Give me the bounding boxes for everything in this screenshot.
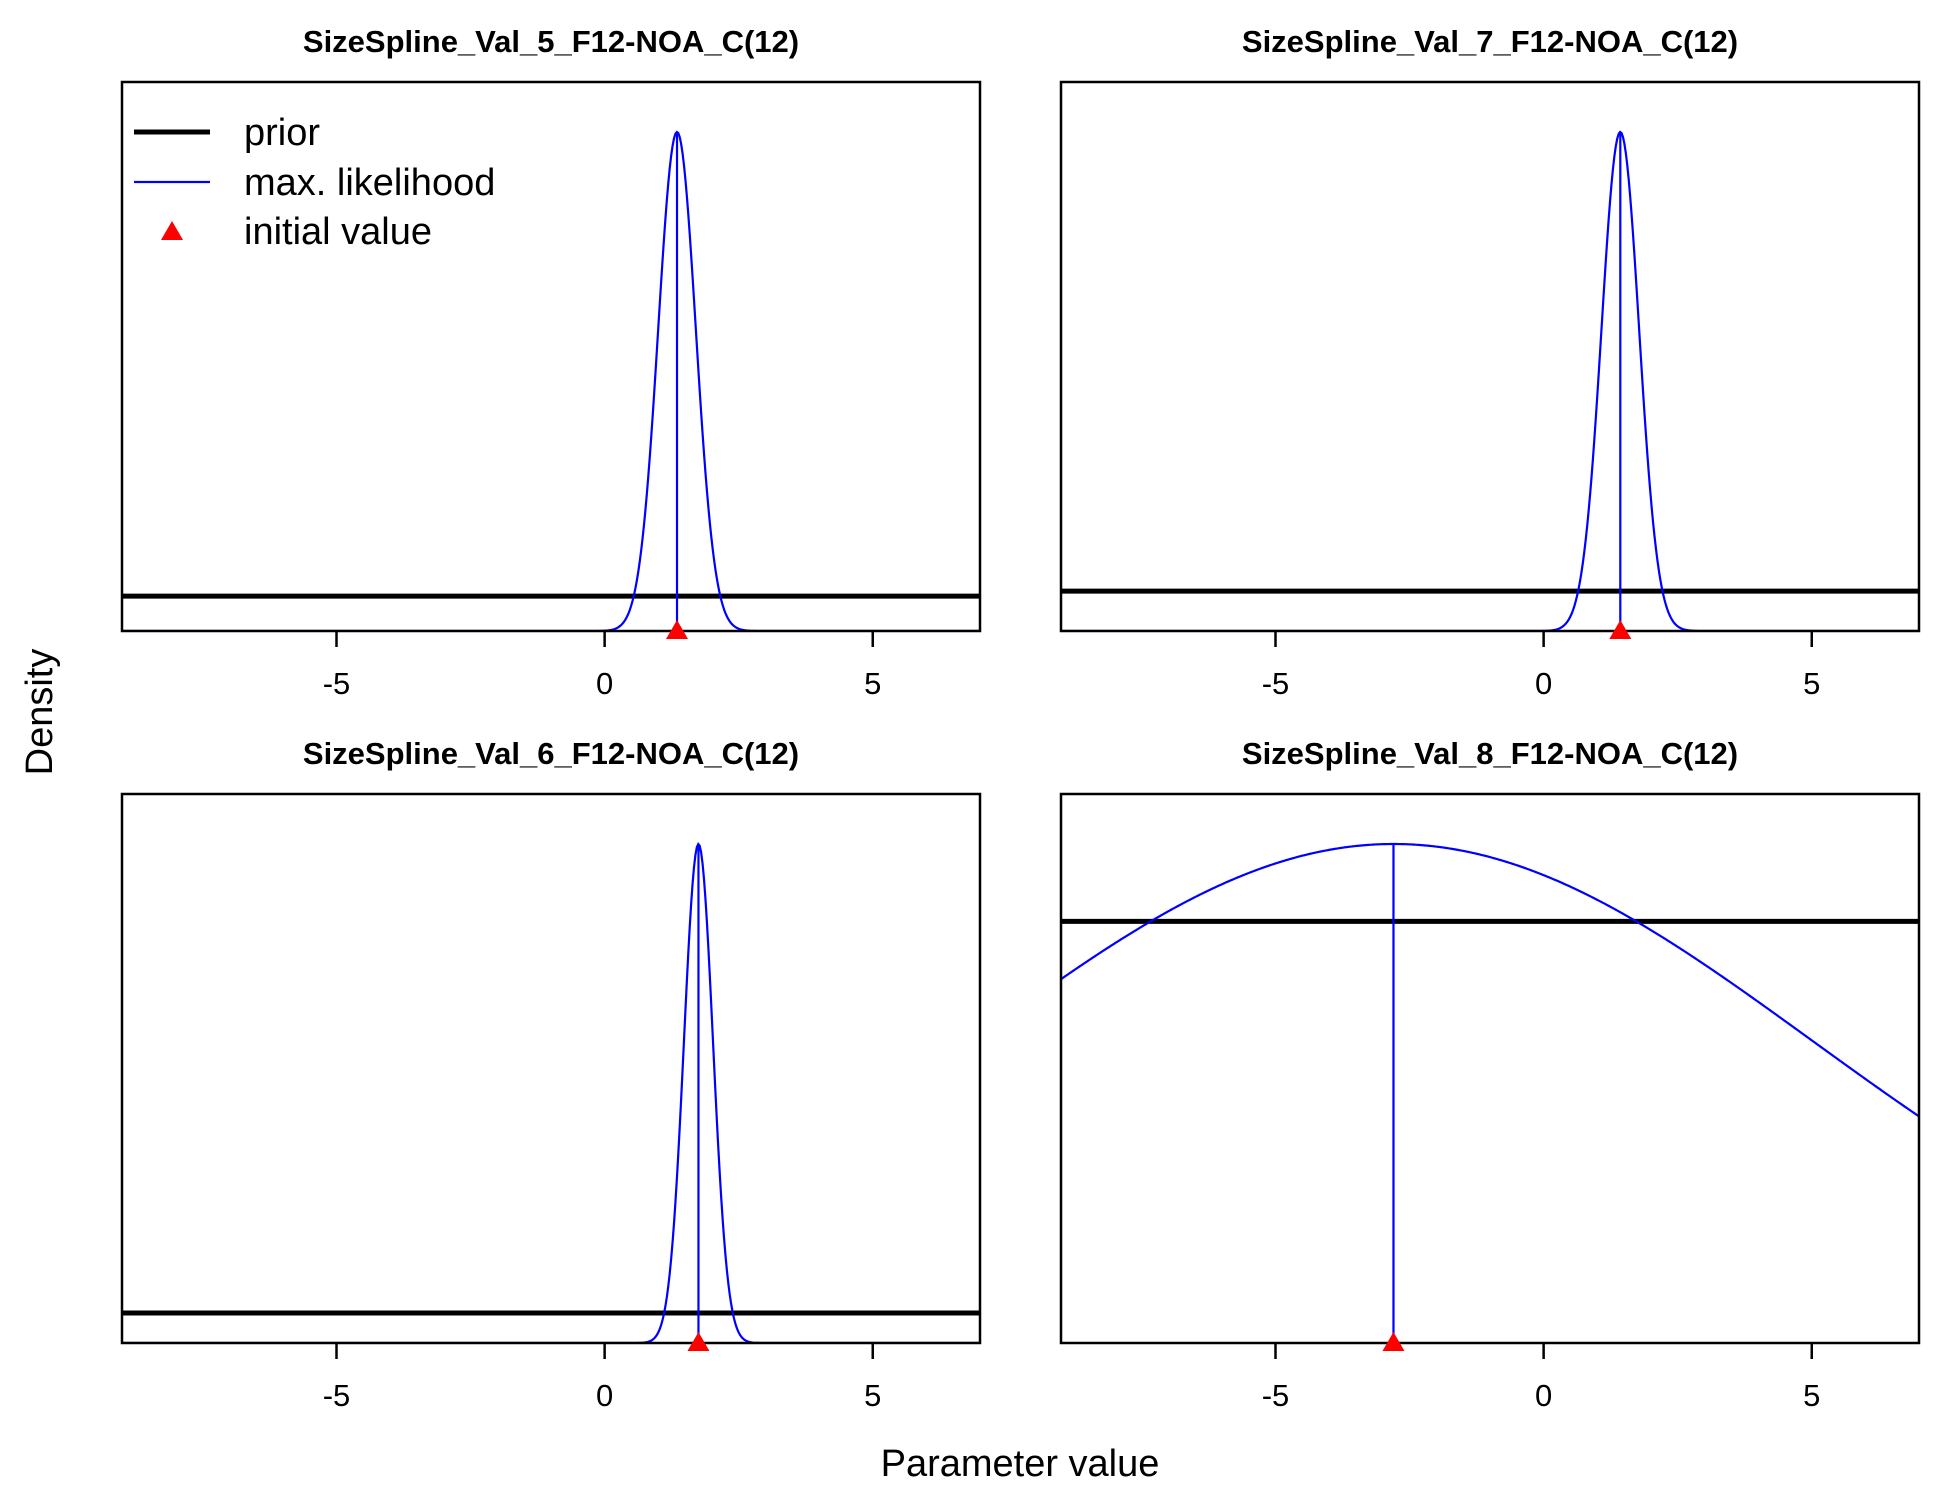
x-tick-label: 0 bbox=[596, 666, 613, 701]
legend-swatch-triangle bbox=[161, 221, 183, 240]
plot-area bbox=[122, 130, 980, 631]
x-tick-label: 0 bbox=[1535, 1378, 1552, 1413]
x-tick-label: -5 bbox=[1262, 666, 1290, 701]
mle-curve bbox=[122, 841, 980, 1343]
x-tick-label: -5 bbox=[323, 1378, 351, 1413]
legend-label: prior bbox=[244, 112, 320, 154]
x-tick-label: 5 bbox=[864, 1378, 881, 1413]
x-tick-label: -5 bbox=[1262, 1378, 1290, 1413]
legend-label: initial value bbox=[244, 211, 432, 253]
x-tick-label: 5 bbox=[1803, 666, 1820, 701]
initial-value-marker bbox=[1609, 620, 1632, 639]
plot-area bbox=[122, 841, 980, 1343]
panel-frame bbox=[1059, 80, 1921, 633]
x-tick-label: 5 bbox=[864, 666, 881, 701]
legend-item-prior: prior bbox=[134, 112, 320, 154]
initial-value-marker bbox=[687, 1332, 710, 1351]
legend: prior max. likelihood initial value bbox=[134, 112, 495, 253]
panel-2: SizeSpline_Val_7_F12-NOA_C(12) -5 0 5 bbox=[1059, 24, 1921, 701]
legend-label: max. likelihood bbox=[244, 162, 495, 204]
panel-3: SizeSpline_Val_6_F12-NOA_C(12) -5 0 5 bbox=[120, 736, 982, 1413]
panel-title: SizeSpline_Val_8_F12-NOA_C(12) bbox=[1242, 736, 1738, 771]
panel-4: SizeSpline_Val_8_F12-NOA_C(12) -5 0 5 bbox=[1059, 736, 1921, 1413]
legend-item-mle: max. likelihood bbox=[134, 162, 495, 204]
panel-frame bbox=[120, 792, 982, 1345]
panel-title: SizeSpline_Val_5_F12-NOA_C(12) bbox=[303, 24, 799, 59]
panel-frame bbox=[120, 80, 982, 633]
x-tick-label: -5 bbox=[323, 666, 351, 701]
x-tick-label: 0 bbox=[596, 1378, 613, 1413]
mle-curve bbox=[1061, 842, 1919, 1118]
panel-1: SizeSpline_Val_5_F12-NOA_C(12) -5 0 5 bbox=[120, 24, 982, 701]
y-axis-label: Density bbox=[19, 649, 61, 776]
panels: SizeSpline_Val_5_F12-NOA_C(12)-5 0 5SizeSp… bbox=[120, 24, 1921, 1413]
initial-value-marker bbox=[1382, 1332, 1405, 1351]
x-axis-label: Parameter value bbox=[881, 1443, 1160, 1485]
x-tick-label: 5 bbox=[1803, 1378, 1820, 1413]
plot-area bbox=[1061, 842, 1919, 1343]
panel-title: SizeSpline_Val_6_F12-NOA_C(12) bbox=[303, 736, 799, 771]
mle-curve bbox=[122, 130, 980, 631]
x-tick-label: 0 bbox=[1535, 666, 1552, 701]
legend-item-initial: initial value bbox=[161, 211, 432, 253]
panel-frame bbox=[1059, 792, 1921, 1345]
panel-title: SizeSpline_Val_7_F12-NOA_C(12) bbox=[1242, 24, 1738, 59]
mle-curve bbox=[1061, 130, 1919, 631]
initial-value-marker bbox=[666, 620, 689, 639]
plot-area bbox=[1061, 130, 1919, 631]
